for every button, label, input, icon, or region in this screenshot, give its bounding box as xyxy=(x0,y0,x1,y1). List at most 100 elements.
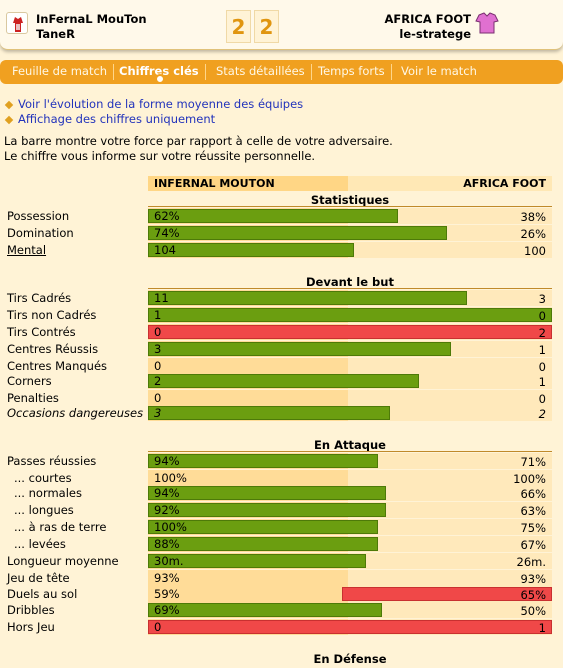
stat-value-home: 92% xyxy=(154,503,180,517)
link-chiffres-uniquement[interactable]: Affichage des chiffres uniquement xyxy=(4,112,216,126)
stat-value-home: 3 xyxy=(154,406,162,420)
stat-bar: 93% 93% xyxy=(148,570,552,586)
stat-value-away: 63% xyxy=(520,504,546,518)
stat-value-away: 2 xyxy=(538,326,546,340)
tab-bar: Feuille de match Chiffres clés Stats dét… xyxy=(0,60,563,84)
link-evolution-forme[interactable]: Voir l'évolution de la forme moyenne des… xyxy=(4,97,304,111)
stat-label: ... longues xyxy=(14,503,74,517)
stat-value-home: 0 xyxy=(154,359,162,373)
stat-bar: 59% 65% xyxy=(148,586,552,602)
stat-value-away: 71% xyxy=(520,455,546,469)
stat-bar-fill-home xyxy=(148,537,378,551)
stat-bar: 94% 71% xyxy=(148,453,552,469)
section-divider xyxy=(148,288,552,289)
stat-value-away: 50% xyxy=(520,604,546,618)
stat-value-away: 93% xyxy=(520,572,546,586)
section-en-attaque: En Attaque xyxy=(314,438,386,452)
section-divider xyxy=(148,206,552,207)
stat-bar-fill-away xyxy=(148,325,552,339)
stat-label: Tirs non Cadrés xyxy=(7,308,97,322)
away-shirt-icon xyxy=(474,10,500,36)
stat-value-home: 2 xyxy=(154,374,162,388)
stat-bar: 104 100 xyxy=(148,242,552,258)
link-chiffres-label[interactable]: Affichage des chiffres uniquement xyxy=(18,112,216,126)
stat-bar-fill-home xyxy=(148,374,419,388)
stat-bar: 11 3 xyxy=(148,290,552,306)
stat-value-home: 93% xyxy=(154,571,180,585)
stat-bar-fill-home xyxy=(148,291,467,305)
stat-value-home: 100% xyxy=(154,471,187,485)
tab-stats-detaillees[interactable]: Stats détaillées xyxy=(216,64,312,80)
stat-bar-fill-home xyxy=(148,406,390,420)
stat-label: Centres Manqués xyxy=(7,359,108,373)
stat-label[interactable]: Mental xyxy=(7,243,47,257)
stat-value-away: 3 xyxy=(538,292,546,306)
stat-label: Domination xyxy=(7,226,74,240)
away-team-name: AFRICA FOOT xyxy=(384,12,472,26)
stat-value-away: 1 xyxy=(538,621,546,635)
stat-label: Penalties xyxy=(7,391,59,405)
home-coach-name: TaneR xyxy=(36,27,75,41)
stat-value-home: 88% xyxy=(154,537,180,551)
stat-bar-fill-home xyxy=(148,454,378,468)
stat-label: ... levées xyxy=(14,537,66,551)
home-team-name: InFernaL MouTon xyxy=(36,12,147,26)
stat-bar: 30m. 26m. xyxy=(148,553,552,569)
stat-value-away: 1 xyxy=(538,375,546,389)
stat-bar: 69% 50% xyxy=(148,602,552,618)
stat-label: ... à ras de terre xyxy=(14,520,107,534)
stat-label: Dribbles xyxy=(7,603,55,617)
tab-chiffres-cles[interactable]: Chiffres clés xyxy=(119,64,206,80)
stat-label: ... courtes xyxy=(14,471,72,485)
stat-bar: 100% 75% xyxy=(148,519,552,535)
stat-bar-fill-away xyxy=(342,587,552,601)
stat-value-home: 69% xyxy=(154,603,180,617)
away-coach-name: le-stratege xyxy=(399,27,471,41)
stat-value-away: 66% xyxy=(520,487,546,501)
section-statistiques: Statistiques xyxy=(310,193,390,207)
stat-bar-fill-away xyxy=(148,620,552,634)
stat-value-home: 59% xyxy=(154,587,180,601)
stat-label: Occasions dangereuses xyxy=(7,406,144,420)
section-devant-le-but: Devant le but xyxy=(306,275,394,289)
stat-label: Possession xyxy=(7,209,70,223)
active-tab-marker-icon xyxy=(155,74,165,84)
stat-bar: 74% 26% xyxy=(148,225,552,241)
stat-label: Tirs Cadrés xyxy=(7,291,72,305)
stat-bar-fill-home xyxy=(148,308,552,322)
stat-label: Jeu de tête xyxy=(7,571,70,585)
stat-value-away: 0 xyxy=(538,309,546,323)
stat-value-away: 100% xyxy=(513,472,546,486)
link-evolution-label[interactable]: Voir l'évolution de la forme moyenne des… xyxy=(18,97,304,111)
tab-temps-forts[interactable]: Temps forts xyxy=(318,64,392,80)
tab-feuille-de-match[interactable]: Feuille de match xyxy=(12,64,115,80)
stat-label: Hors Jeu xyxy=(7,620,55,634)
stat-label: Corners xyxy=(7,374,52,388)
stat-value-away: 38% xyxy=(520,210,546,224)
tab-voir-le-match[interactable]: Voir le match xyxy=(401,64,477,78)
stat-value-away: 67% xyxy=(520,538,546,552)
stat-bar-fill-home xyxy=(148,520,378,534)
stat-value-away: 75% xyxy=(520,521,546,535)
stat-value-away: 2 xyxy=(538,407,546,421)
stat-bar-fill-home xyxy=(148,603,382,617)
match-header: InFernaL MouTon TaneR 2 2 AFRICA FOOT le… xyxy=(0,0,563,50)
stat-bar-fill-home xyxy=(148,209,398,223)
stat-value-home: 104 xyxy=(154,243,176,257)
stat-label: Longueur moyenne xyxy=(7,554,119,568)
stats-team-header: INFERNAL MOUTON AFRICA FOOT xyxy=(148,176,552,191)
bullet-icon xyxy=(4,100,14,109)
stat-value-away: 100 xyxy=(524,244,546,258)
stat-label: ... normales xyxy=(14,486,82,500)
intro-line-1: La barre montre votre force par rapport … xyxy=(4,134,393,148)
stat-value-home: 0 xyxy=(154,620,162,634)
stat-value-home: 0 xyxy=(154,391,162,405)
stat-value-home: 1 xyxy=(154,308,162,322)
